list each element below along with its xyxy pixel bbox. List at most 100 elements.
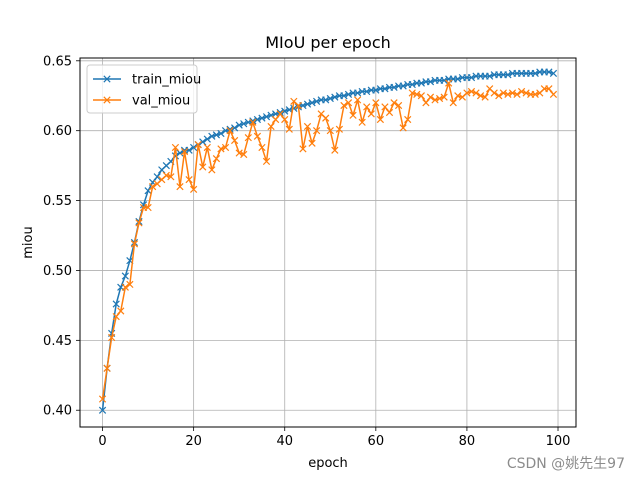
data-point-val-miou	[176, 182, 184, 191]
y-axis-label: miou	[21, 226, 36, 258]
data-point-val-miou	[171, 143, 180, 152]
data-point-val-miou	[499, 89, 507, 97]
data-point-val-miou	[112, 312, 120, 321]
data-point-train-miou	[226, 125, 234, 133]
data-point-train-miou	[121, 272, 129, 280]
data-point-val-miou	[495, 92, 503, 100]
data-point-val-miou	[212, 155, 221, 163]
data-point-val-miou	[363, 103, 371, 111]
data-point-train-miou	[253, 115, 262, 124]
legend: train_miou val_miou	[86, 64, 201, 114]
data-point-train-miou	[467, 73, 476, 82]
data-point-val-miou	[417, 92, 425, 100]
data-point-val-miou	[231, 136, 239, 145]
data-point-val-miou	[208, 166, 216, 174]
data-point-train-miou	[112, 300, 120, 308]
data-point-val-miou	[194, 141, 202, 149]
x-tick-label: 40	[276, 434, 293, 449]
data-point-val-miou	[108, 333, 116, 342]
data-point-val-miou	[467, 87, 476, 96]
data-point-val-miou	[344, 99, 353, 107]
data-point-val-miou	[517, 87, 526, 96]
data-point-val-miou	[244, 134, 252, 142]
data-point-val-miou	[312, 127, 321, 135]
data-point-val-miou	[476, 92, 485, 100]
x-tick-label: 80	[459, 434, 476, 449]
data-point-val-miou	[144, 203, 152, 212]
data-point-val-miou	[426, 93, 435, 101]
chart-title: MIoU per epoch	[265, 33, 391, 52]
data-point-val-miou	[367, 110, 375, 118]
data-point-val-miou	[294, 101, 303, 110]
data-point-val-miou	[308, 139, 316, 147]
data-point-val-miou	[98, 395, 107, 403]
data-point-val-miou	[322, 114, 330, 122]
data-point-train-miou	[185, 146, 193, 154]
data-point-val-miou	[149, 182, 157, 191]
data-point-train-miou	[308, 99, 316, 107]
data-point-val-miou	[390, 99, 398, 107]
x-tick-label: 0	[98, 434, 106, 449]
series-layer	[98, 68, 558, 414]
data-point-val-miou	[199, 163, 207, 171]
y-tick-label: 0.60	[43, 124, 72, 139]
data-point-train-miou	[208, 132, 216, 140]
data-point-val-miou	[394, 101, 403, 110]
data-point-val-miou	[126, 280, 134, 289]
data-point-train-miou	[199, 138, 207, 146]
data-point-train-miou	[417, 79, 425, 87]
data-point-val-miou	[226, 127, 234, 135]
data-point-train-miou	[303, 100, 312, 108]
data-point-train-miou	[312, 97, 321, 105]
data-point-val-miou	[167, 173, 175, 181]
data-point-val-miou	[262, 157, 271, 166]
data-point-val-miou	[435, 94, 444, 103]
data-point-val-miou	[531, 90, 539, 98]
legend-box	[86, 64, 198, 114]
data-point-train-miou	[504, 71, 512, 79]
data-point-train-miou	[153, 173, 161, 181]
ticks: 0 20 40 60 80 100 0.40 0.45 0.50 0.55 0.60 0.65	[43, 54, 570, 449]
data-point-val-miou	[381, 103, 389, 111]
series-line-val-miou	[101, 82, 555, 400]
data-point-val-miou	[408, 89, 416, 97]
data-point-val-miou	[299, 145, 307, 153]
data-point-val-miou	[335, 125, 344, 133]
data-point-train-miou	[212, 131, 221, 139]
series-val-miou	[98, 79, 558, 403]
data-point-train-miou	[440, 76, 448, 84]
data-point-train-miou	[399, 82, 407, 90]
data-point-val-miou	[340, 101, 348, 110]
data-point-train-miou	[203, 135, 211, 143]
data-point-train-miou	[240, 120, 248, 128]
y-tick-label: 0.45	[43, 334, 72, 349]
data-point-val-miou	[103, 364, 111, 372]
data-point-val-miou	[463, 89, 471, 97]
data-point-val-miou	[372, 99, 380, 107]
data-point-val-miou	[281, 115, 289, 124]
data-point-val-miou	[221, 143, 230, 152]
data-point-val-miou	[522, 89, 530, 97]
data-point-val-miou	[490, 89, 498, 97]
data-point-val-miou	[353, 96, 362, 104]
data-point-val-miou	[253, 132, 262, 140]
y-tick-label: 0.40	[43, 404, 72, 419]
data-point-val-miou	[440, 93, 448, 101]
data-point-val-miou	[422, 99, 430, 107]
data-point-val-miou	[385, 108, 394, 117]
data-point-train-miou	[381, 85, 389, 93]
data-point-train-miou	[545, 68, 553, 76]
data-point-train-miou	[276, 108, 284, 117]
data-point-train-miou	[486, 72, 494, 80]
y-tick-label: 0.50	[43, 264, 72, 279]
data-point-train-miou	[390, 83, 398, 91]
data-point-train-miou	[235, 121, 243, 129]
data-point-val-miou	[130, 240, 139, 248]
data-point-train-miou	[322, 96, 330, 104]
data-point-train-miou	[98, 406, 107, 414]
data-point-train-miou	[426, 78, 435, 86]
data-point-val-miou	[454, 92, 462, 100]
data-point-val-miou	[413, 90, 421, 98]
data-point-val-miou	[331, 146, 339, 154]
data-point-train-miou	[190, 143, 198, 152]
